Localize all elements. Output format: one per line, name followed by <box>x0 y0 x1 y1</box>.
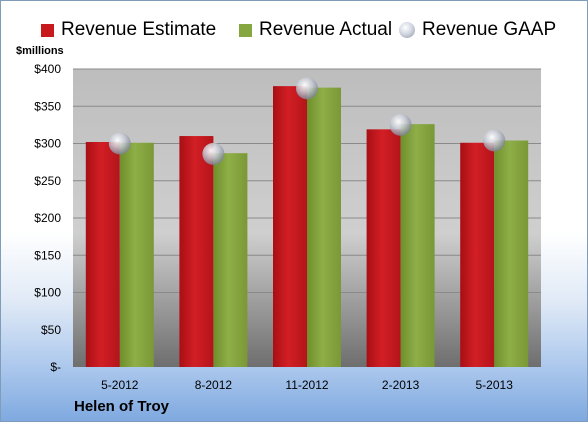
marker-revenue-gaap <box>483 129 506 152</box>
bar-revenue-actual <box>119 142 154 367</box>
marker-revenue-gaap <box>108 132 131 155</box>
legend-swatch-estimate <box>41 23 54 37</box>
x-tick-label: 11-2012 <box>285 378 328 392</box>
legend-item-actual: Revenue Actual <box>239 15 392 45</box>
bar-revenue-estimate <box>179 136 214 367</box>
x-tick-label: 8-2012 <box>195 378 233 392</box>
y-tick-label: $250 <box>34 174 61 188</box>
x-axis-ticks: 5-2012 8-2012 11-2012 2-2013 5-2013 <box>101 378 513 392</box>
bar-revenue-estimate <box>366 129 401 367</box>
legend: Revenue Estimate Revenue Actual Revenue … <box>1 15 587 45</box>
y-tick-label: $350 <box>34 99 61 113</box>
legend-item-estimate: Revenue Estimate <box>41 15 216 45</box>
bar-revenue-actual <box>213 153 248 367</box>
marker-revenue-gaap <box>202 142 225 165</box>
x-tick-label: 2-2013 <box>382 378 420 392</box>
gaap-markers <box>108 77 506 165</box>
marker-revenue-gaap <box>296 77 318 100</box>
company-name: Helen of Troy <box>74 398 170 415</box>
legend-swatch-actual <box>239 23 252 37</box>
legend-swatch-gaap <box>399 22 415 38</box>
legend-item-gaap: Revenue GAAP <box>399 15 556 45</box>
x-tick-label: 5-2012 <box>101 378 139 392</box>
bar-revenue-estimate <box>273 86 307 367</box>
y-tick-label: $- <box>50 360 61 374</box>
y-axis-unit-label: $millions <box>16 45 64 57</box>
y-tick-label: $400 <box>34 62 61 76</box>
x-tick-label: 5-2013 <box>476 378 514 392</box>
y-tick-label: $150 <box>34 248 61 262</box>
y-tick-label: $300 <box>34 137 61 151</box>
bar-revenue-actual <box>307 87 341 367</box>
y-axis-ticks: $- $50 $100 $150 $200 $250 $300 $350 $400 <box>34 62 61 374</box>
legend-label-actual: Revenue Actual <box>259 19 393 40</box>
bar-revenue-estimate <box>85 142 120 367</box>
legend-label-estimate: Revenue Estimate <box>61 19 217 40</box>
y-tick-label: $100 <box>34 286 61 300</box>
legend-label-gaap: Revenue GAAP <box>422 19 557 40</box>
marker-revenue-gaap <box>389 113 412 136</box>
bar-revenue-actual <box>400 124 435 367</box>
y-tick-label: $200 <box>34 211 61 225</box>
bar-revenue-actual <box>494 140 529 367</box>
bar-revenue-estimate <box>460 142 495 367</box>
y-tick-label: $50 <box>41 323 61 337</box>
bars <box>85 86 529 367</box>
